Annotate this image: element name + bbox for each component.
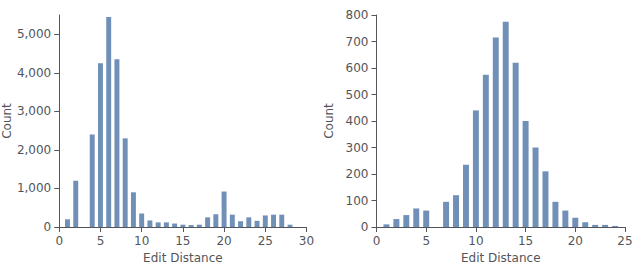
svg-text:0: 0	[361, 220, 369, 234]
svg-text:100: 100	[346, 194, 369, 208]
svg-text:0: 0	[44, 220, 52, 234]
svg-text:10: 10	[468, 234, 483, 248]
svg-text:10: 10	[134, 234, 149, 248]
svg-text:Count: Count	[0, 103, 14, 139]
svg-text:25: 25	[617, 234, 632, 248]
svg-text:Edit Distance: Edit Distance	[461, 251, 541, 265]
svg-text:0: 0	[373, 234, 381, 248]
svg-text:2,000: 2,000	[17, 143, 51, 157]
svg-text:1,000: 1,000	[17, 181, 51, 195]
svg-text:500: 500	[346, 88, 369, 102]
svg-text:Edit Distance: Edit Distance	[143, 251, 223, 265]
svg-text:20: 20	[568, 234, 583, 248]
svg-text:5: 5	[422, 234, 430, 248]
svg-text:5,000: 5,000	[17, 27, 51, 41]
svg-text:300: 300	[346, 141, 369, 155]
svg-text:700: 700	[346, 35, 369, 49]
svg-text:600: 600	[346, 61, 369, 75]
svg-text:5: 5	[97, 234, 105, 248]
svg-text:3,000: 3,000	[17, 104, 51, 118]
svg-text:Count: Count	[322, 103, 336, 139]
svg-text:4,000: 4,000	[17, 66, 51, 80]
svg-text:0: 0	[55, 234, 63, 248]
svg-text:15: 15	[175, 234, 190, 248]
svg-text:25: 25	[258, 234, 273, 248]
svg-text:15: 15	[518, 234, 533, 248]
svg-text:400: 400	[346, 114, 369, 128]
svg-text:30: 30	[299, 234, 314, 248]
svg-text:20: 20	[216, 234, 231, 248]
svg-text:200: 200	[346, 167, 369, 181]
svg-text:800: 800	[346, 8, 369, 22]
